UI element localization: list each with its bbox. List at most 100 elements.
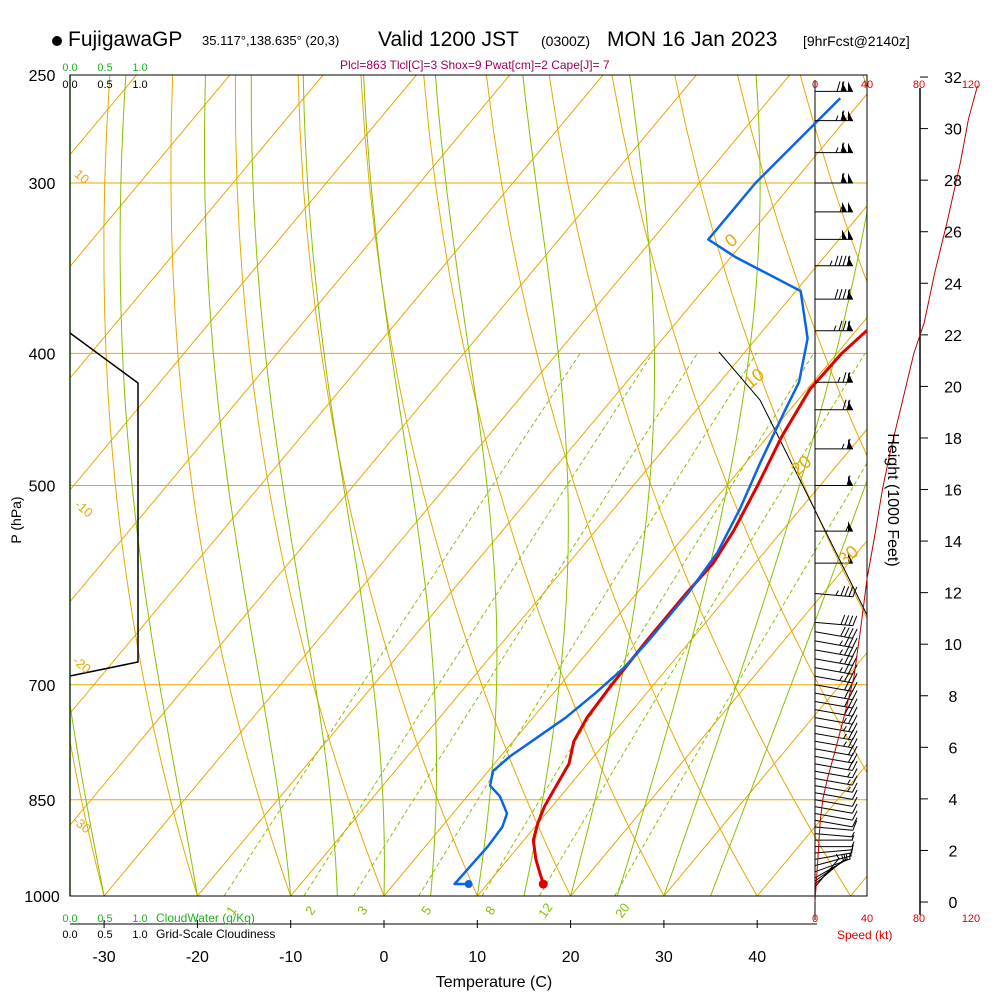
- wind-barb-flag: [851, 698, 858, 709]
- station-dot-icon: [52, 36, 62, 46]
- wind-barb-half-flag: [835, 590, 839, 596]
- valid-time: Valid 1200 JST: [378, 28, 519, 51]
- wind-barb-flag: [846, 399, 851, 410]
- speed-axis-label: Speed (kt): [837, 928, 892, 942]
- temperature-tick-label: 40: [748, 949, 766, 966]
- dry-adiabat-line: [423, 75, 665, 896]
- wind-barb-half-flag: [843, 725, 847, 731]
- wind-barb-pennant: [848, 201, 853, 212]
- wind-barb-staff: [814, 777, 853, 786]
- wind-barb-flag: [851, 768, 858, 779]
- wind-barb: [814, 775, 858, 786]
- speed-tick-bottom: 0: [812, 913, 818, 925]
- wind-barb-half-flag: [841, 443, 845, 450]
- dry-adiabat-line: [170, 75, 292, 896]
- wind-barb-half-flag: [847, 779, 851, 785]
- wind-barb-staff: [814, 826, 853, 831]
- isotherm-line: [103, 75, 791, 896]
- wind-barb-staff: [814, 740, 853, 749]
- wind-barb-flag: [848, 672, 854, 683]
- height-tick-label: 12: [944, 586, 962, 603]
- wind-barb-flag: [848, 637, 854, 648]
- wind-barb-half-flag: [835, 115, 839, 121]
- wind-barb-flag: [846, 475, 851, 486]
- cloudiness-tick-top: 0.0: [62, 79, 77, 91]
- wind-barb: [814, 803, 858, 814]
- wind-barb-flag: [840, 585, 846, 596]
- wind-barb: [814, 654, 858, 666]
- wind-barb-flag: [851, 796, 858, 807]
- wind-barb-half-flag: [833, 325, 837, 331]
- wind-barb-staff: [814, 667, 853, 675]
- height-tick-label: 14: [944, 534, 962, 551]
- wind-barb: [814, 697, 858, 709]
- forecast-info: [9hrFcst@2140z]: [803, 33, 910, 49]
- dry-adiabat-line: [70, 738, 105, 896]
- wind-barb-flag: [851, 760, 858, 771]
- isotherm-label: -20: [70, 653, 94, 677]
- wind-barb-staff: [814, 640, 853, 648]
- moist-adiabat-line: [663, 209, 867, 896]
- wind-barb-half-flag: [845, 525, 849, 532]
- wind-barb-pennant: [848, 142, 853, 153]
- temperature-tick-label: -10: [279, 949, 302, 966]
- dry-adiabat-line: [0, 75, 11, 896]
- mixing-ratio-label: 20: [612, 900, 633, 920]
- wind-barb: [814, 636, 858, 648]
- wind-barb-staff: [814, 792, 853, 800]
- wind-barb-half-flag: [843, 733, 847, 739]
- wind-barb-flag: [844, 627, 850, 638]
- wind-barb-staff: [814, 763, 853, 771]
- wind-barb-half-flag: [851, 834, 855, 841]
- wind-barb-flag: [846, 255, 851, 266]
- dry-adiabat-line: [737, 75, 867, 457]
- cloud-water-tick-bottom: 0.0: [62, 913, 77, 925]
- dry-adiabat-line: [989, 75, 1000, 896]
- height-tick-label: 30: [944, 122, 962, 139]
- wind-barb-half-flag: [851, 844, 854, 850]
- isotherm-line: [290, 205, 867, 896]
- height-tick-label: 20: [944, 379, 962, 396]
- speed-tick-top: 80: [913, 79, 925, 91]
- wind-barb: [814, 831, 855, 838]
- wind-barb-staff: [814, 849, 853, 854]
- wind-barb: [814, 817, 858, 828]
- mixing-ratio-line: [418, 353, 757, 896]
- wind-speed-height-line: [814, 85, 978, 903]
- wind-barb: [814, 796, 858, 807]
- speed-tick-bottom: 120: [962, 913, 980, 925]
- wind-barb-flag: [851, 690, 858, 700]
- wind-barb: [815, 255, 853, 267]
- height-tick-label: 26: [944, 225, 962, 242]
- zulu-time: (0300Z): [541, 33, 591, 49]
- wind-barb-flag: [844, 586, 850, 597]
- wind-barb-flag: [844, 615, 850, 626]
- mixing-ratio-line: [352, 353, 698, 896]
- cloud-water-tick-bottom: 1.0: [132, 913, 147, 925]
- mixing-ratio-line: [303, 353, 654, 896]
- wind-barb: [815, 81, 853, 92]
- temperature-profile-line: [531, 328, 867, 885]
- isotherm-line: [70, 75, 324, 379]
- wind-barb: [814, 782, 858, 793]
- wind-barb-flag: [840, 614, 846, 625]
- moist-adiabat-line: [434, 75, 498, 896]
- pressure-tick-label: 300: [29, 176, 56, 193]
- mixing-ratio-label: 2: [302, 903, 318, 918]
- wind-barb-pennant: [848, 229, 853, 240]
- dry-adiabat-line: [297, 75, 478, 896]
- pressure-tick-label: 250: [29, 68, 56, 85]
- surface-temperature-point: [538, 879, 548, 889]
- wind-barb-flag: [852, 586, 858, 597]
- wind-barb-flag: [838, 320, 843, 331]
- wind-barb: [815, 553, 853, 564]
- height-tick-label: 4: [949, 792, 958, 809]
- wind-barb-half-flag: [839, 649, 843, 655]
- wind-barb-flag: [848, 655, 854, 665]
- wind-barb-flag: [851, 714, 858, 725]
- wind-barb-staff: [814, 631, 853, 639]
- height-tick-label: 28: [944, 173, 962, 190]
- wind-barb-flag: [851, 782, 858, 793]
- wind-barb-flag: [851, 730, 858, 741]
- station-name: FujigawaGP: [68, 28, 183, 51]
